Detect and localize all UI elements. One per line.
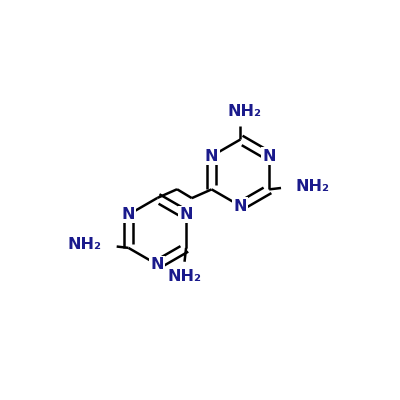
Text: NH₂: NH₂: [227, 104, 261, 119]
Text: NH₂: NH₂: [296, 179, 330, 194]
Text: N: N: [205, 149, 218, 164]
Text: N: N: [179, 207, 193, 222]
Text: NH₂: NH₂: [68, 238, 102, 252]
Text: N: N: [150, 257, 164, 272]
Text: N: N: [234, 198, 247, 214]
Text: N: N: [122, 207, 135, 222]
Text: N: N: [262, 149, 276, 164]
Text: NH₂: NH₂: [168, 268, 202, 284]
